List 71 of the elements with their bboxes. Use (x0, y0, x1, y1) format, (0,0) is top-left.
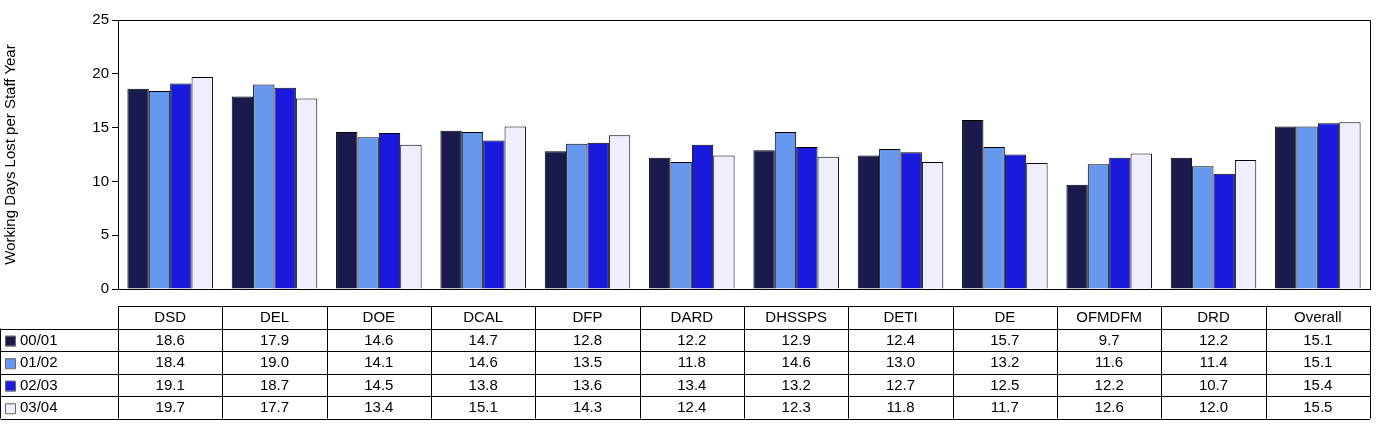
data-label: 15.1 (1303, 353, 1333, 371)
data-label: 19.7 (155, 398, 185, 416)
data-label: 13.6 (572, 375, 603, 393)
x-tick-label: DOE (362, 308, 396, 326)
data-label: 15.1 (1303, 330, 1333, 348)
y-tick-label: 20 (92, 63, 109, 81)
data-label: 12.2 (1094, 375, 1124, 393)
data-label: 12.8 (572, 330, 603, 348)
data-label: 15.1 (468, 398, 498, 416)
data-label: 13.2 (781, 375, 811, 393)
data-label: 14.6 (364, 330, 394, 348)
data-label: 12.7 (885, 375, 916, 393)
y-tick-label: 25 (92, 10, 109, 28)
data-label: 13.0 (885, 353, 916, 371)
data-label: 17.9 (259, 330, 290, 348)
data-label: 12.6 (1094, 398, 1124, 416)
data-label: 12.4 (677, 398, 707, 416)
x-tick-label: DE (994, 308, 1016, 326)
x-tick-label: DSD (154, 308, 187, 326)
y-axis-title: Working Days Lost per Staff Year (1, 44, 19, 265)
x-tick-label: DFP (572, 308, 603, 326)
data-label: 12.2 (1198, 330, 1229, 348)
data-label: 12.5 (990, 375, 1020, 393)
legend-label: 03/04 (20, 398, 58, 416)
data-label: 14.7 (468, 330, 498, 348)
data-label: 18.6 (155, 330, 185, 348)
data-label: 12.4 (885, 330, 916, 348)
x-tick-label: OFMDFM (1076, 308, 1143, 326)
data-label: 13.5 (572, 353, 603, 371)
legend-label: 02/03 (20, 375, 58, 393)
data-label: 13.2 (990, 353, 1020, 371)
data-label: 13.4 (364, 398, 394, 416)
data-label: 15.4 (1303, 375, 1333, 393)
x-tick-label: Overall (1294, 308, 1342, 326)
data-label: 13.8 (468, 375, 498, 393)
y-tick-label: 15 (92, 117, 109, 135)
data-label: 10.7 (1198, 375, 1229, 393)
x-tick-label: DRD (1197, 308, 1230, 326)
y-tick-label: 10 (92, 171, 109, 189)
data-label: 18.4 (155, 353, 185, 371)
data-label: 14.1 (364, 353, 394, 371)
data-label: 19.1 (155, 375, 185, 393)
data-label: 11.6 (1095, 353, 1124, 371)
data-label: 11.8 (677, 353, 706, 371)
y-tick-label: 5 (100, 225, 109, 243)
legend-label: 01/02 (20, 353, 58, 371)
data-label: 19.0 (259, 353, 290, 371)
data-label: 12.9 (781, 330, 811, 348)
legend-label: 00/01 (20, 330, 58, 348)
data-label: 15.5 (1303, 398, 1333, 416)
data-label: 12.3 (781, 398, 811, 416)
data-label: 18.7 (259, 375, 290, 393)
x-tick-label: DETI (883, 308, 918, 326)
y-tick-label: 0 (100, 279, 109, 297)
data-label: 11.7 (990, 398, 1019, 416)
x-tick-label: DCAL (463, 308, 504, 326)
data-label: 11.8 (886, 398, 915, 416)
data-label: 14.5 (364, 375, 394, 393)
x-tick-label: DEL (259, 308, 290, 326)
data-label: 9.7 (1098, 330, 1120, 348)
data-label: 17.7 (259, 398, 290, 416)
data-label: 14.6 (781, 353, 811, 371)
data-label: 12.2 (677, 330, 707, 348)
data-label: 14.6 (468, 353, 498, 371)
data-label: 14.3 (572, 398, 603, 416)
data-label: 11.4 (1199, 353, 1228, 371)
data-label: 13.4 (677, 375, 707, 393)
x-tick-label: DHSSPS (765, 308, 828, 326)
data-label: 12.0 (1198, 398, 1229, 416)
data-label: 15.7 (990, 330, 1020, 348)
x-tick-label: DARD (670, 308, 714, 326)
